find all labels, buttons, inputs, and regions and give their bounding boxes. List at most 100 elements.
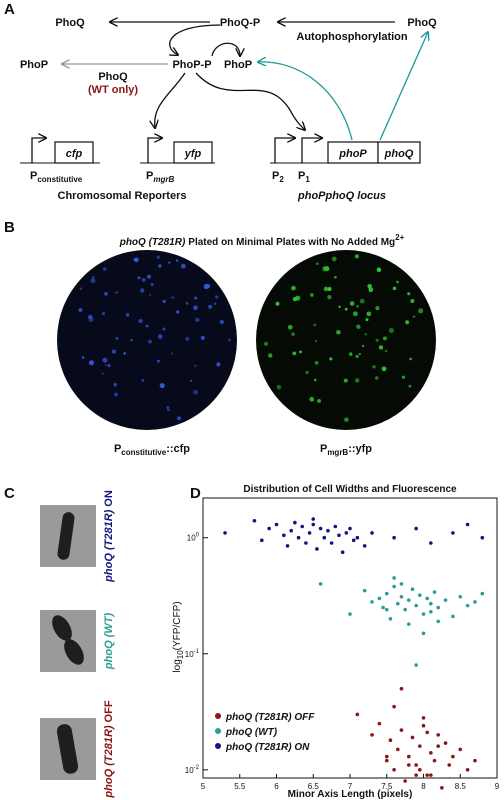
point — [447, 763, 452, 767]
point — [403, 607, 407, 612]
colony — [359, 298, 365, 304]
colony — [180, 263, 186, 269]
x-tick-label: 9 — [495, 782, 500, 791]
arrow — [379, 32, 428, 141]
colony — [115, 291, 118, 294]
colony — [314, 339, 318, 343]
colony — [291, 285, 296, 291]
colony — [372, 365, 376, 369]
colony — [101, 372, 104, 375]
point — [458, 747, 463, 752]
point — [296, 535, 301, 540]
x-tick-label: 6 — [274, 782, 279, 791]
colony — [388, 327, 394, 334]
point — [362, 588, 367, 593]
colony — [146, 274, 152, 279]
colony — [170, 352, 173, 355]
point — [384, 754, 389, 759]
cell-label: phoQ (T281R)ON — [103, 490, 115, 583]
colony — [140, 288, 145, 293]
colony — [408, 384, 412, 388]
point — [329, 541, 334, 545]
point — [443, 598, 448, 602]
x-tick-label: 7 — [348, 782, 353, 791]
colony — [316, 262, 319, 265]
colony — [157, 359, 160, 363]
colony — [317, 399, 321, 403]
colony — [158, 264, 162, 268]
colony — [367, 283, 372, 289]
colony — [123, 352, 127, 355]
colony — [313, 323, 317, 327]
panel-b: B phoQ (T281R) Plated on Minimal Plates w… — [4, 219, 436, 457]
colony — [354, 254, 360, 259]
point — [311, 517, 316, 521]
point — [377, 596, 382, 601]
colony — [149, 293, 152, 296]
point — [318, 526, 323, 531]
point — [318, 582, 323, 586]
colony — [375, 306, 380, 311]
colony — [292, 351, 297, 356]
point — [414, 763, 418, 767]
point — [384, 607, 389, 612]
point — [436, 733, 441, 737]
panel-c: C phoQ (T281R)ON phoQ (WT) phoQ (T281R)O… — [4, 485, 115, 799]
colony — [162, 299, 166, 303]
colony — [365, 318, 369, 322]
promoter-label: Pconstitutive — [30, 170, 83, 184]
colony — [125, 313, 130, 317]
point — [282, 533, 286, 538]
point — [407, 754, 411, 759]
x-tick-label: 8.5 — [455, 782, 467, 791]
point — [340, 550, 345, 555]
plate-image — [57, 250, 237, 430]
colony — [104, 292, 108, 296]
colony — [401, 375, 406, 379]
colony — [356, 324, 361, 329]
point — [414, 526, 418, 531]
colony — [130, 339, 133, 342]
colony — [299, 350, 302, 354]
legend-marker — [215, 728, 221, 734]
panel-label: C — [4, 485, 15, 502]
point — [429, 751, 433, 755]
point — [443, 741, 448, 745]
group-label: phoPphoQ locus — [297, 190, 386, 202]
point — [395, 747, 400, 752]
arrow — [211, 42, 240, 56]
colony — [309, 396, 315, 402]
point — [458, 594, 463, 599]
colony — [368, 287, 374, 293]
promoter — [274, 138, 295, 163]
arrow — [170, 24, 221, 55]
point — [348, 526, 352, 531]
promoter — [301, 138, 322, 163]
point — [307, 531, 312, 535]
y-axis-label: log10(YFP/CFP) — [172, 601, 185, 672]
point — [392, 704, 396, 709]
colony — [344, 417, 349, 422]
colony — [159, 382, 165, 389]
colony — [193, 389, 199, 395]
colony — [166, 406, 170, 409]
point — [337, 533, 341, 538]
point — [473, 600, 477, 604]
colony — [336, 329, 341, 335]
point — [414, 603, 418, 608]
colony — [216, 362, 221, 367]
colony — [292, 296, 298, 302]
point — [381, 605, 385, 610]
point — [429, 601, 433, 606]
colony — [157, 334, 163, 339]
gene-box — [377, 141, 421, 164]
gene-label: phoP — [338, 148, 367, 160]
node-label: PhoQ — [98, 71, 128, 83]
cell — [56, 724, 79, 774]
colony — [111, 349, 116, 354]
colony — [334, 275, 337, 279]
colony — [396, 280, 399, 284]
cell — [52, 615, 72, 641]
colony — [323, 286, 329, 292]
colony — [392, 286, 397, 291]
